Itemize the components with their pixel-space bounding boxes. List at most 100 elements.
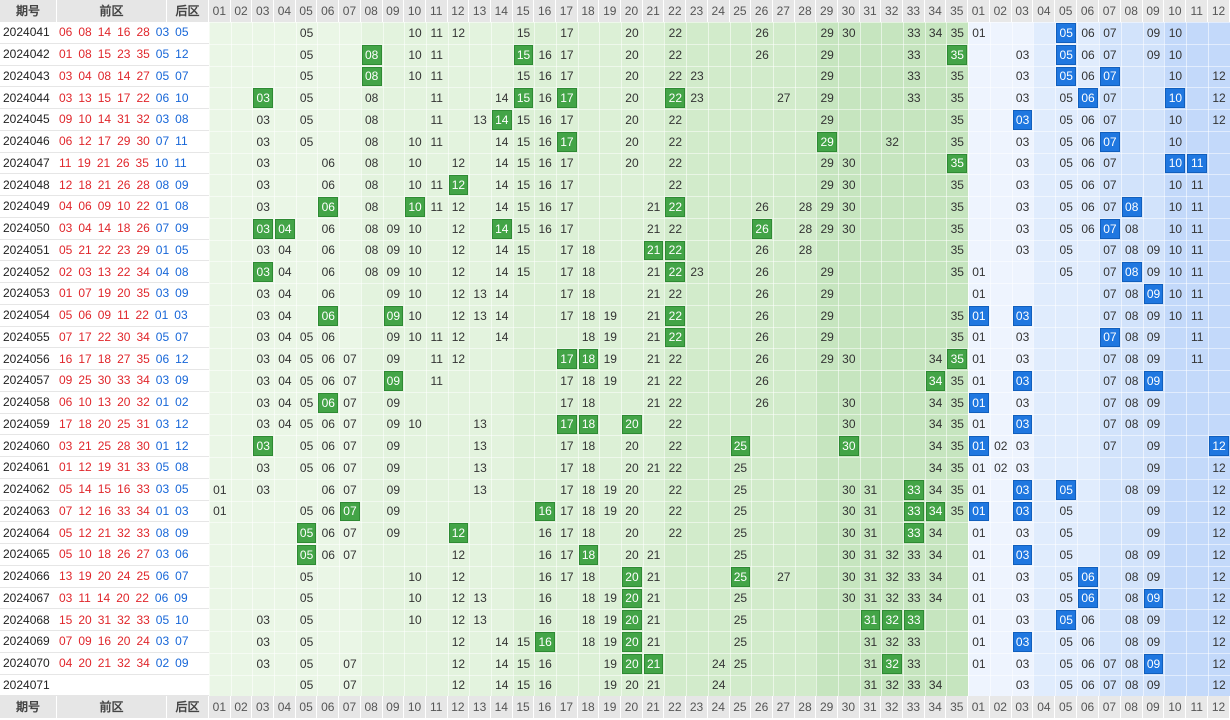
- front-number-cell: 06: [321, 156, 335, 171]
- back-draw-number: 07: [175, 329, 189, 344]
- front-number-cell: 25: [733, 591, 748, 606]
- front-column-bg: [425, 22, 449, 697]
- front-gridline: [512, 0, 514, 720]
- front-number-cell: 18: [581, 243, 596, 258]
- front-number-cell: 22: [668, 395, 682, 410]
- front-number-cell: 13: [473, 613, 487, 628]
- back-hit-cell: 05: [1056, 23, 1077, 43]
- front-number-cell: 06: [321, 352, 335, 367]
- front-draw-number: 21: [78, 438, 92, 453]
- back-number-header: 04: [1033, 0, 1056, 22]
- front-number-cell: 35: [950, 460, 964, 475]
- front-number-cell: 05: [299, 678, 314, 693]
- back-number-cell: 09: [1146, 634, 1161, 649]
- front-draw-number: 33: [117, 373, 131, 388]
- front-number-cell: 17: [560, 373, 574, 388]
- front-hit-cell: 12: [448, 175, 469, 195]
- back-number-cell: 03: [1015, 678, 1030, 693]
- back-number-header: 12: [1208, 696, 1230, 719]
- back-number-cell: 09: [1146, 504, 1161, 519]
- front-number-cell: 29: [820, 265, 834, 280]
- back-number-cell: 07: [1103, 199, 1117, 214]
- back-draw-number: 03: [155, 634, 170, 649]
- front-draw-number: 29: [136, 242, 150, 257]
- front-number-cell: 25: [733, 634, 748, 649]
- row-gridline: [0, 304, 1230, 306]
- back-number-cell: 03: [1015, 395, 1030, 410]
- front-number-cell: 03: [256, 134, 270, 149]
- back-number-cell: 12: [1212, 91, 1226, 106]
- back-draw-number: 05: [155, 329, 170, 344]
- front-number-cell: 23: [690, 265, 704, 280]
- front-column-bg: [816, 22, 839, 697]
- back-draw-number: 02: [155, 656, 170, 671]
- front-number-cell: 14: [495, 286, 509, 301]
- front-draw-number: 05: [59, 482, 73, 497]
- back-number-cell: 08: [1125, 221, 1139, 236]
- front-draw-number: 17: [59, 416, 73, 431]
- front-number-cell: 04: [278, 265, 292, 280]
- front-number-cell: 26: [755, 199, 769, 214]
- draw-result: 16 17 18 27 35 06 12: [57, 348, 209, 370]
- front-draw-number: 15: [97, 90, 112, 105]
- back-hit-cell: 03: [1012, 305, 1033, 326]
- front-draw-number: 18: [78, 177, 92, 192]
- front-draw-number: 13: [97, 395, 112, 410]
- back-gridline: [989, 0, 991, 720]
- front-hit-cell: 17: [557, 349, 577, 369]
- front-number-cell: 16: [538, 569, 552, 584]
- front-number-header: 05: [295, 0, 318, 22]
- front-column-bg: [772, 22, 796, 697]
- back-hit-cell: 01: [969, 501, 989, 522]
- back-draw-number: 06: [175, 547, 189, 562]
- back-draw-number: 03: [155, 482, 170, 497]
- front-draw-number: 10: [117, 199, 131, 214]
- front-draw-number: 22: [136, 199, 150, 214]
- front-number-cell: 33: [907, 25, 921, 40]
- front-number-cell: 03: [256, 286, 270, 301]
- front-hit-cell: 10: [405, 197, 425, 217]
- back-draw-number: 01: [155, 242, 170, 257]
- back-gridline: [1033, 0, 1035, 720]
- back-draw-number: 07: [175, 634, 189, 649]
- front-number-cell: 22: [668, 25, 682, 40]
- row-gridline: [0, 391, 1230, 393]
- back-hit-cell: 07: [1099, 131, 1120, 152]
- front-number-cell: 34: [928, 482, 943, 497]
- front-number-cell: 19: [603, 330, 617, 345]
- front-draw-number: 30: [117, 329, 131, 344]
- front-draw-number: 18: [78, 416, 92, 431]
- front-draw-number: 26: [117, 177, 131, 192]
- front-number-cell: 12: [451, 613, 466, 628]
- back-number-cell: 01: [972, 547, 986, 562]
- front-number-cell: 01: [213, 482, 227, 497]
- front-number-header: 02: [230, 0, 253, 22]
- back-number-cell: 05: [1059, 547, 1073, 562]
- front-number-cell: 21: [646, 547, 661, 562]
- row-gridline: [0, 43, 1230, 45]
- back-column-bg: [968, 22, 991, 697]
- front-number-cell: 10: [408, 591, 422, 606]
- front-number-cell: 33: [907, 47, 921, 62]
- front-gridline: [881, 0, 883, 720]
- back-number-cell: 07: [1103, 265, 1117, 280]
- front-number-header: 08: [360, 0, 383, 22]
- back-number-cell: 09: [1146, 330, 1161, 345]
- front-number-cell: 10: [408, 613, 422, 628]
- front-number-cell: 33: [907, 591, 921, 606]
- draw-result: 01 07 19 20 35 03 09: [57, 283, 209, 305]
- front-number-header: 22: [664, 696, 687, 719]
- issue-number: 2024058: [0, 391, 57, 414]
- front-number-cell: 21: [646, 330, 661, 345]
- back-draw-number: 05: [175, 242, 189, 257]
- front-number-cell: 09: [386, 243, 401, 258]
- front-number-cell: 17: [560, 439, 574, 454]
- front-gridline: [382, 0, 384, 720]
- front-number-cell: 10: [408, 330, 422, 345]
- back-number-cell: 08: [1125, 352, 1139, 367]
- front-draw-number: 04: [59, 199, 73, 214]
- front-number-cell: 10: [408, 221, 422, 236]
- front-hit-cell: 03: [253, 436, 274, 456]
- draw-result: 04 06 09 10 22 01 08: [57, 196, 209, 218]
- front-number-cell: 32: [885, 547, 899, 562]
